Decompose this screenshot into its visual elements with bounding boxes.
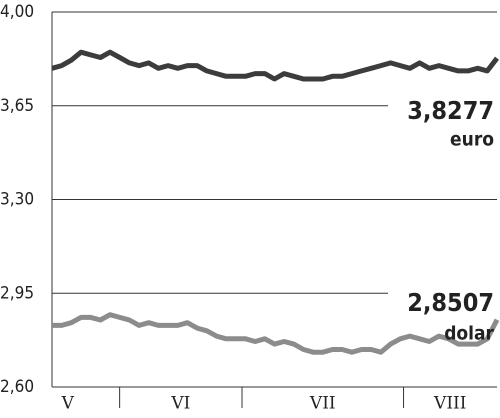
- y-tick-label: 3,65: [0, 96, 34, 116]
- value-label: 3,8277: [407, 96, 494, 125]
- label-background: [388, 96, 498, 152]
- x-tick-label: V: [61, 394, 75, 414]
- y-tick-label: 2,60: [0, 377, 34, 397]
- y-tick-label: 3,30: [0, 190, 34, 210]
- value-label: 2,8507: [407, 288, 494, 317]
- line: [51, 49, 499, 82]
- y-tick-label: 2,95: [0, 283, 34, 303]
- legend-entry: dolar: [444, 323, 494, 345]
- y-tick-label: 4,00: [0, 2, 34, 22]
- x-tick-label: VI: [170, 394, 190, 414]
- x-tick-label: VII: [309, 394, 336, 414]
- line: [52, 312, 500, 355]
- x-tick-label: VIII: [433, 394, 466, 414]
- legend-entry: euro: [450, 129, 494, 151]
